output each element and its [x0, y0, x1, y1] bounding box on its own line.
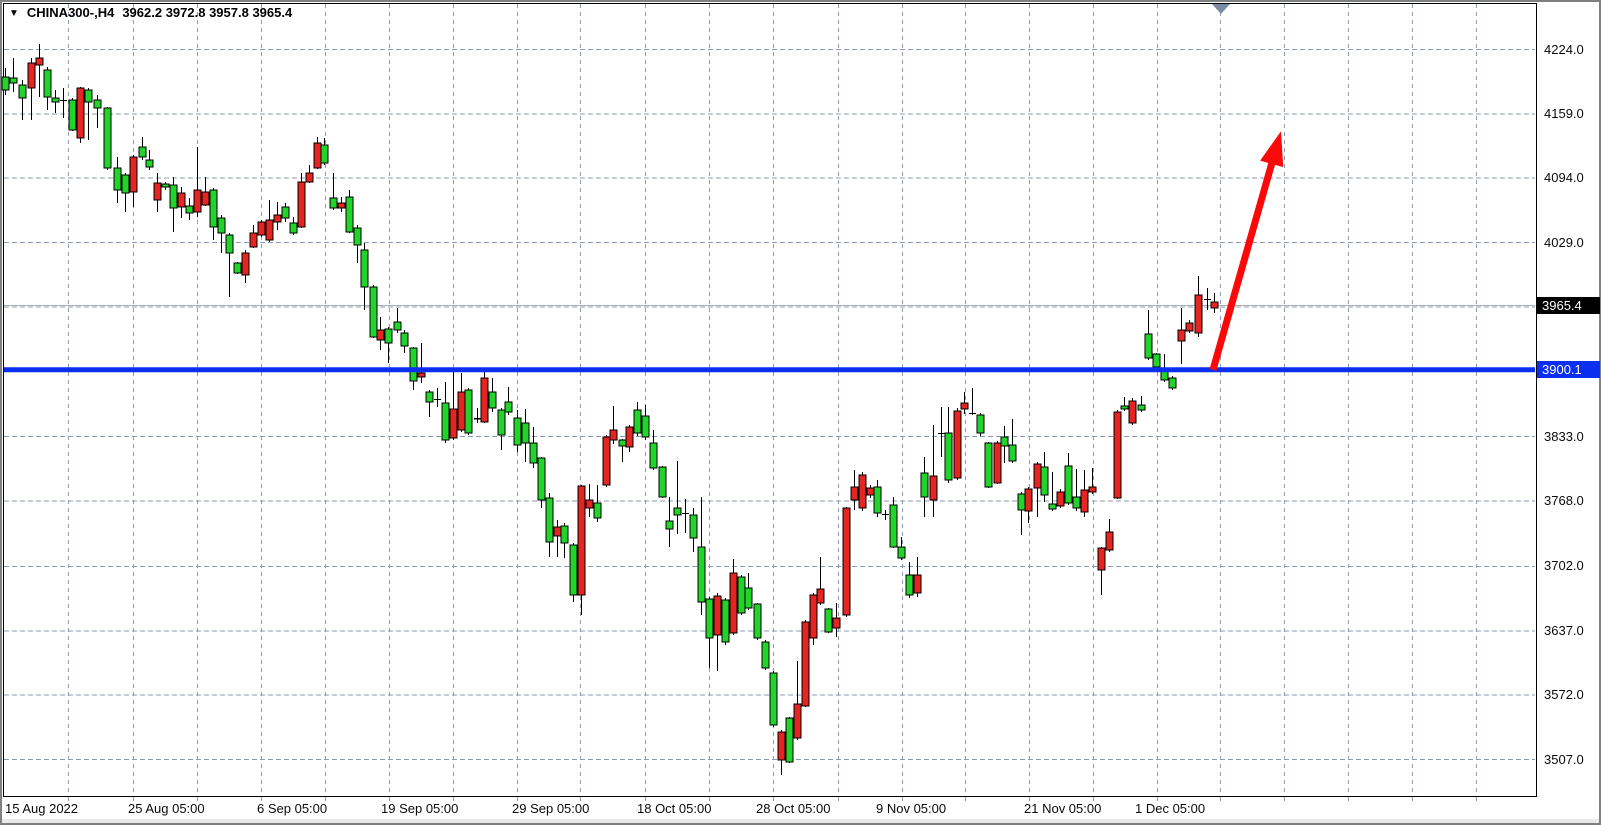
current-price-badge: 3965.4 — [1537, 296, 1600, 314]
hline-price-badge: 3900.1 — [1537, 361, 1600, 379]
price-axis-label: 3833.0 — [1544, 428, 1584, 444]
ohlc-readout: 3962.2 3972.8 3957.8 3965.4 — [122, 5, 293, 20]
grid — [4, 4, 1535, 801]
candlestick-series — [1, 43, 1219, 776]
time-axis-label: 28 Oct 05:00 — [756, 801, 831, 816]
bottom-strip — [2, 819, 1599, 824]
time-axis-label: 25 Aug 05:00 — [128, 801, 205, 816]
time-axis-label: 21 Nov 05:00 — [1024, 801, 1102, 816]
price-axis-label: 4029.0 — [1544, 234, 1584, 250]
symbol-dropdown-icon[interactable]: ▼ — [9, 7, 19, 19]
price-axis-label: 3572.0 — [1544, 687, 1584, 703]
time-axis-label: 9 Nov 05:00 — [876, 801, 947, 816]
price-axis-label: 4094.0 — [1544, 170, 1584, 186]
time-axis-label: 18 Oct 05:00 — [637, 801, 712, 816]
price-axis-label: 3637.0 — [1544, 622, 1584, 638]
time-axis-label: 1 Dec 05:00 — [1135, 801, 1206, 816]
price-axis-label: 3507.0 — [1544, 751, 1584, 767]
price-axis-label: 4159.0 — [1544, 105, 1584, 121]
price-axis-label: 3768.0 — [1544, 493, 1584, 509]
time-axis-label: 15 Aug 2022 — [5, 801, 79, 816]
time-axis-label: 6 Sep 05:00 — [257, 801, 328, 816]
time-axis-label: 19 Sep 05:00 — [381, 801, 459, 816]
symbol-header: ▼ CHINA300-,H4 3962.2 3972.8 3957.8 3965… — [9, 5, 292, 20]
symbol-period-label: CHINA300-,H4 — [26, 5, 115, 20]
time-axis-label: 29 Sep 05:00 — [512, 801, 590, 816]
price-axis-label: 4224.0 — [1544, 41, 1584, 57]
trend-arrow-object[interactable] — [1209, 131, 1284, 371]
price-axis-label: 3702.0 — [1544, 558, 1584, 574]
chart-shift-marker-icon[interactable] — [1212, 4, 1230, 14]
